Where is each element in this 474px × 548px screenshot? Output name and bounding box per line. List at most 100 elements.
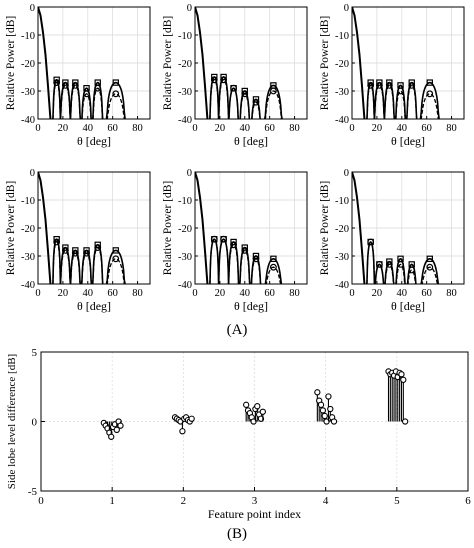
peak-marker-circle [241,90,249,98]
main-lobe-line [38,7,52,119]
side-lobe-solid [394,84,407,119]
side-lobe-dashed [420,266,440,284]
side-lobe-dashed [264,90,283,119]
stem-marker [319,407,327,414]
y-tick-label: -10 [335,31,349,42]
peak-marker-square [72,79,79,86]
plot-area [38,172,126,284]
peak-marker-square [426,79,433,86]
main-lobe-line [195,7,209,119]
stem-marker [323,418,330,425]
side-lobe-solid [395,257,406,284]
side-lobe-solid [105,81,126,119]
peak-marker-circle [397,261,404,268]
peak-marker-square [220,73,227,81]
x-tick-label: 60 [107,288,118,299]
side-lobe-solid [263,84,283,119]
x-tick-label: 6 [465,495,471,507]
x-tick-label: 60 [264,288,275,299]
peak-marker-square [53,236,60,243]
peak-marker-square [376,79,383,86]
y-tick-label: -40 [178,280,192,291]
x-tick-label: 20 [58,123,69,134]
side-lobe-dashed [406,269,417,284]
peak-marker-square [241,244,248,251]
y-tick-label: 0 [187,3,192,14]
caption-a: (A) [226,322,248,338]
peak-marker-circle [426,90,434,98]
y-tick-label: 0 [187,168,192,179]
side-lobe-dashed [366,241,376,284]
side-lobe-dashed [406,84,418,119]
peak-marker-circle [252,255,260,263]
peak-marker-square [53,76,60,83]
peak-marker-square [426,255,433,263]
stem-marker [327,405,334,413]
x-tick-label: 60 [421,123,432,134]
peak-marker-square [112,247,119,254]
stem-marker [179,428,186,435]
side-lobe-dashed [227,87,240,119]
peak-marker-square [386,258,393,265]
y-tick-label: -40 [335,280,349,291]
peak-marker-square [408,79,415,86]
peak-marker-circle [230,84,237,92]
y-axis-title: Relative Power [dB] [162,16,174,111]
side-lobe-dashed [395,263,406,284]
pattern-panel-3: 0 20 40 60 80 0 -10 -20 -30 -40 θ [deg] Relative Po… [319,3,465,148]
peak-marker-circle [210,235,218,243]
side-lobe-dashed [374,263,385,284]
side-lobe-solid [80,87,93,119]
plot-area [352,172,440,284]
peak-marker-circle [61,81,69,89]
y-tick-label: -20 [178,59,192,70]
side-lobe-dashed [373,84,386,119]
x-tick-label: 60 [107,123,118,134]
side-lobe-dashed [92,87,104,119]
peak-marker-square [270,255,277,263]
peak-marker-circle [71,249,79,257]
main-lobe-line [195,172,209,284]
peak-marker-circle [385,81,393,89]
side-lobe-solid [105,249,126,284]
x-tick-label: 0 [38,495,44,507]
y-tick-label: -10 [21,31,35,42]
peak-marker-square [83,247,90,254]
stem-marker [402,418,409,425]
side-lobe-dashed [69,84,81,119]
stem-marker [250,418,257,425]
side-lobe-dashed [59,249,72,284]
x-axis-title: θ [deg] [234,134,268,148]
peak-marker-square [62,79,69,86]
side-lobe-solid [264,257,283,284]
stem-marker [325,393,332,400]
peak-marker-square [72,247,79,254]
y-tick-label: 0 [344,3,349,14]
stem-marker [400,376,407,383]
pattern-panel-5: 0 20 40 60 80 0 -10 -20 -30 -40 θ [deg] Relative Po… [162,168,308,313]
side-lobe-solid [91,81,104,119]
x-axis-title: θ [deg] [391,134,425,148]
x-tick-label: 40 [397,288,408,299]
y-tick-label: -10 [335,196,349,207]
pattern-panel-2: 0 20 40 60 80 0 -10 -20 -30 -40 θ [deg] Relative Po… [162,3,308,148]
peak-marker-square [367,79,374,86]
peak-marker-square [386,79,393,86]
x-tick-label: 0 [349,123,354,134]
x-tick-label: 20 [215,288,226,299]
stem-marker [108,433,115,440]
side-lobe-solid [420,257,440,284]
peak-marker-circle [220,76,228,84]
x-tick-label: 80 [289,288,300,299]
x-axis-title: θ [deg] [77,134,111,148]
main-lobe-line [352,7,366,119]
y-tick-label: -20 [21,59,35,70]
y-tick-label: -30 [178,252,192,263]
pattern-panel-4: 0 20 40 60 80 0 -10 -20 -30 -40 θ [deg] Relative Po… [5,168,151,313]
stem-marker [257,415,265,422]
y-tick-label: -20 [335,224,349,235]
stem-marker [317,401,325,408]
peak-marker-circle [426,263,434,271]
side-lobe-dashed [366,84,376,119]
side-lobe-dashed [81,93,92,119]
